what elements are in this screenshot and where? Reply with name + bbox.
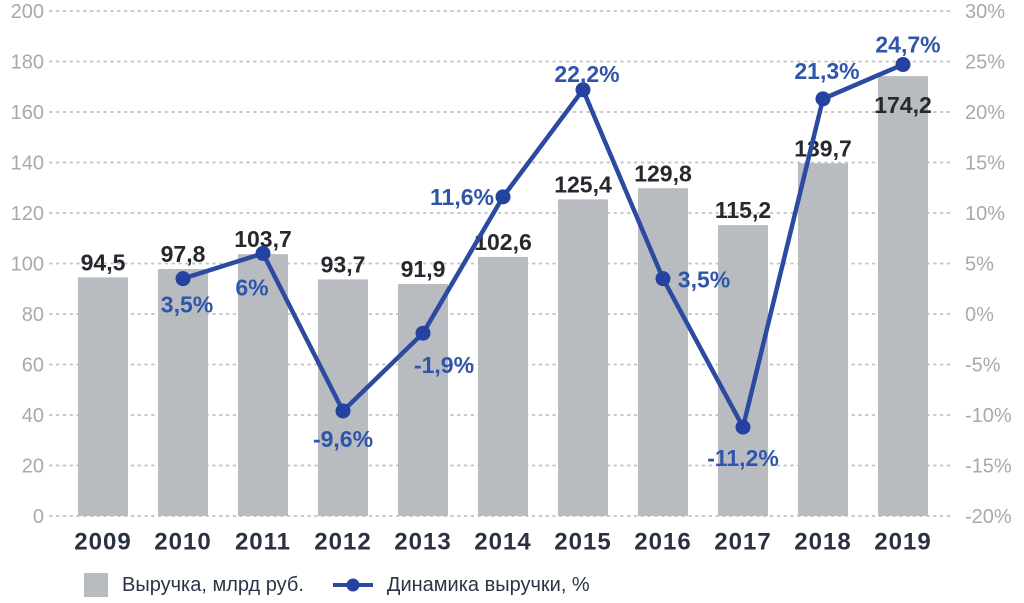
- right-axis-tick: -10%: [965, 405, 1012, 427]
- line-value-label-2012: -9,6%: [313, 426, 373, 452]
- bar-2019: [878, 76, 928, 517]
- left-axis-tick: 80: [22, 304, 44, 326]
- right-axis-tick: 25%: [965, 52, 1005, 74]
- line-point-2019: [895, 57, 911, 73]
- left-axis-tick: 200: [11, 1, 44, 23]
- bar-value-label-2016: 129,8: [634, 160, 692, 186]
- line-value-label-2014: 11,6%: [430, 184, 494, 210]
- left-axis-tick: 140: [11, 153, 44, 175]
- right-axis-tick: -5%: [965, 355, 1001, 377]
- bar-value-label-2013: 91,9: [401, 256, 446, 282]
- line-point-2017: [735, 419, 751, 435]
- line-point-2015: [575, 82, 591, 98]
- bar-legend-swatch-icon: [84, 573, 108, 597]
- line-point-2013: [415, 325, 431, 341]
- bar-2018: [798, 163, 848, 516]
- revenue-dynamics-line: [180, 62, 906, 430]
- right-axis-tick: 5%: [965, 254, 994, 276]
- bar-value-label-2018: 139,7: [794, 135, 852, 161]
- legend-dot: [346, 578, 360, 592]
- bar-2013: [398, 283, 448, 516]
- line-value-label-2015: 22,2%: [554, 61, 619, 87]
- bar-2009: [78, 277, 128, 516]
- line-value-label-2019: 24,7%: [875, 32, 940, 58]
- x-axis-label-2013: 2013: [394, 528, 451, 555]
- bar-value-label-2019: 174,2: [874, 92, 932, 118]
- right-axis-tick: 20%: [965, 102, 1005, 124]
- bar-2015: [558, 199, 608, 517]
- x-axis-label-2016: 2016: [634, 528, 691, 555]
- right-axis-tick: 0%: [965, 304, 994, 326]
- x-axis-label-2014: 2014: [474, 528, 531, 555]
- line-point-2012: [335, 403, 351, 419]
- left-axis-tick: 100: [11, 254, 44, 276]
- line-value-label-2018: 21,3%: [794, 58, 859, 84]
- line-point-2014: [495, 189, 511, 205]
- left-axis-tick: 40: [22, 405, 44, 427]
- line-point-2016: [655, 271, 671, 287]
- line-legend-label: Динамика выручки, %: [386, 573, 590, 596]
- line-point-2011: [255, 245, 271, 261]
- left-axis-tick: 160: [11, 102, 44, 124]
- bar-value-label-2009: 94,5: [81, 249, 126, 275]
- left-axis-tick: 20: [22, 456, 44, 478]
- line-point-2010: [175, 271, 191, 287]
- bar-value-label-2015: 125,4: [554, 171, 612, 197]
- right-axis-tick: 15%: [965, 153, 1005, 175]
- bar-2014: [478, 256, 528, 516]
- bar-2010: [158, 269, 208, 516]
- bar-legend-label: Выручка, млрд руб.: [122, 573, 304, 596]
- line-value-label-2010: 3,5%: [161, 292, 213, 318]
- bar-value-label-2010: 97,8: [161, 241, 206, 267]
- x-axis-label-2012: 2012: [314, 528, 371, 555]
- bar-value-label-2012: 93,7: [321, 251, 366, 277]
- chart-legend: Выручка, млрд руб. Динамика выручки, %: [84, 571, 590, 599]
- right-axis-tick: 10%: [965, 203, 1005, 225]
- left-axis-tick: 180: [11, 52, 44, 74]
- bar-2017: [718, 225, 768, 516]
- left-axis-tick: 60: [22, 355, 44, 377]
- line-legend-marker-icon: [331, 577, 375, 593]
- left-axis-tick: 120: [11, 203, 44, 225]
- x-axis-label-2017: 2017: [714, 528, 771, 555]
- x-axis-label-2015: 2015: [554, 528, 611, 555]
- line-value-label-2011: 6%: [235, 274, 268, 300]
- right-axis-tick: -20%: [965, 506, 1012, 528]
- right-axis-tick: -15%: [965, 456, 1012, 478]
- x-axis-label-2010: 2010: [154, 528, 211, 555]
- left-axis-tick: 0: [33, 506, 44, 528]
- x-axis-label-2019: 2019: [874, 528, 931, 555]
- right-axis-tick: 30%: [965, 1, 1005, 23]
- bar-value-label-2017: 115,2: [715, 197, 771, 223]
- line-value-label-2013: -1,9%: [414, 352, 474, 378]
- bar-2012: [318, 279, 368, 516]
- bar-2011: [238, 254, 288, 516]
- line-value-label-2017: -11,2%: [707, 445, 779, 471]
- x-axis-label-2018: 2018: [794, 528, 851, 555]
- line-value-label-2016: 3,5%: [678, 267, 730, 293]
- x-axis-label-2011: 2011: [235, 528, 291, 555]
- line-point-2018: [815, 91, 831, 107]
- x-axis-label-2009: 2009: [74, 528, 131, 555]
